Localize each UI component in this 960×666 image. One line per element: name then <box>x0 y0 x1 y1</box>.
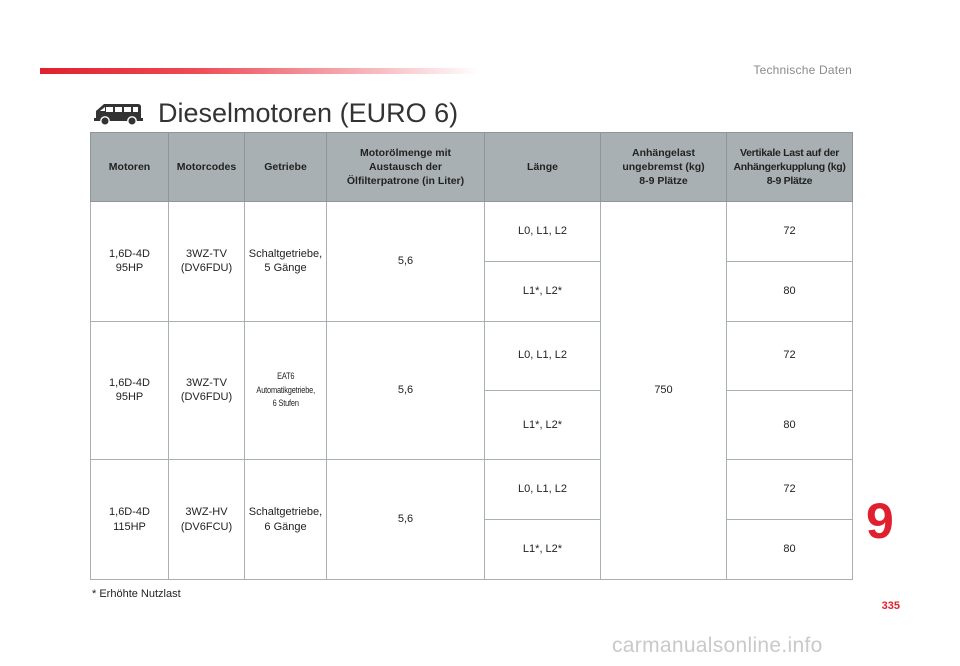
cell-anhaengelast: 750 <box>600 201 727 580</box>
cell-getriebe: EAT6 Automatikgetriebe, 6 Stufen <box>244 320 327 461</box>
cell-line: 6 Stufen <box>272 398 299 409</box>
cell-line: EAT6 <box>276 371 295 382</box>
header-line: 8-9 Plätze <box>766 175 813 188</box>
cell-line: 95HP <box>115 391 144 404</box>
cell-line: Automatikgetriebe, <box>256 384 315 395</box>
cell-motor: 1,6D-4D 115HP <box>90 459 169 580</box>
cell-line: 6 Gänge <box>264 520 307 533</box>
cell-line: (DV6FDU) <box>180 262 233 275</box>
cell-oelmenge: 5,6 <box>326 320 485 461</box>
page-number: 335 <box>881 600 900 612</box>
cell-line: 1,6D-4D <box>109 505 150 518</box>
table-row: L1*, L2* 80 <box>91 519 853 580</box>
cell-laenge: L1*, L2* <box>484 260 601 322</box>
header-accent-bar <box>40 68 480 74</box>
cell-motor: 1,6D-4D 95HP <box>90 201 169 322</box>
section-label: Technische Daten <box>753 63 852 77</box>
col-header-oelmenge: Motorölmenge mit Austausch der Ölfilterp… <box>326 132 485 202</box>
cell-line: 115HP <box>113 520 146 533</box>
col-header-getriebe: Getriebe <box>244 132 327 202</box>
chapter-number: 9 <box>866 493 894 549</box>
header-line: 8-9 Plätze <box>639 175 688 188</box>
header-line: Motorölmenge mit <box>360 146 451 159</box>
col-header-motoren: Motoren <box>90 132 169 202</box>
cell-getriebe: Schaltgetriebe, 6 Gänge <box>244 459 327 580</box>
van-icon <box>94 104 143 126</box>
cell-oelmenge: 5,6 <box>326 459 485 580</box>
col-header-vertikale-last: Vertikale Last auf der Anhängerkupplung … <box>726 132 853 202</box>
cell-motor: 1,6D-4D 95HP <box>90 320 169 461</box>
cell-line: 3WZ-HV <box>185 505 228 518</box>
header-line: Anhängelast <box>631 146 695 159</box>
cell-laenge: L0, L1, L2 <box>484 320 601 391</box>
cell-laenge: L1*, L2* <box>484 519 601 580</box>
cell-line: 1,6D-4D <box>109 247 150 260</box>
cell-line: 3WZ-TV <box>186 376 227 389</box>
cell-line: 1,6D-4D <box>109 376 150 389</box>
cell-vertikale-last: 80 <box>726 389 853 461</box>
cell-motorcode: 3WZ-HV (DV6FCU) <box>168 459 245 580</box>
cell-line: 5 Gänge <box>264 262 307 275</box>
diesel-engine-spec-table: Motoren Motorcodes Getriebe Motorölmenge… <box>90 132 853 580</box>
cell-line: Schaltgetriebe, <box>248 247 323 260</box>
cell-line: 95HP <box>115 262 144 275</box>
cell-laenge: L0, L1, L2 <box>484 201 601 262</box>
page-heading: Dieselmotoren (EURO 6) <box>92 96 458 130</box>
cell-vertikale-last: 72 <box>726 320 853 391</box>
cell-laenge: L0, L1, L2 <box>484 459 601 521</box>
header-line: Ölfilterpatrone (in Liter) <box>346 175 465 188</box>
table-header-row: Motoren Motorcodes Getriebe Motorölmenge… <box>90 132 853 202</box>
table-row: L1*, L2* 80 <box>91 260 853 322</box>
cell-line: Schaltgetriebe, <box>248 505 323 518</box>
col-header-anhaengelast: Anhängelast ungebremst (kg) 8-9 Plätze <box>600 132 727 202</box>
header-line: Vertikale Last auf der <box>739 146 840 159</box>
cell-motorcode: 3WZ-TV (DV6FDU) <box>168 201 245 322</box>
cell-vertikale-last: 80 <box>726 260 853 322</box>
table-row: 1,6D-4D 95HP 3WZ-TV (DV6FDU) EAT6 Automa… <box>90 320 853 461</box>
cell-line: (DV6FCU) <box>180 520 233 533</box>
header-line: Anhängerkupplung (kg) <box>733 160 846 173</box>
header-line: Austausch der <box>369 160 442 173</box>
cell-getriebe: Schaltgetriebe, 5 Gänge <box>244 201 327 322</box>
header-line: ungebremst (kg) <box>622 160 705 173</box>
col-header-laenge: Länge <box>484 132 601 202</box>
table-row: 1,6D-4D 95HP 3WZ-TV (DV6FDU) Schaltgetri… <box>90 201 853 580</box>
footnote: * Erhöhte Nutzlast <box>92 588 181 600</box>
cell-line: (DV6FDU) <box>180 391 233 404</box>
cell-motorcode: 3WZ-TV (DV6FDU) <box>168 320 245 461</box>
col-header-motorcodes: Motorcodes <box>168 132 245 202</box>
cell-line: 3WZ-TV <box>186 247 227 260</box>
table-row: L1*, L2* 80 <box>91 389 853 461</box>
watermark: carmanualsonline.info <box>612 634 823 657</box>
cell-laenge: L1*, L2* <box>484 389 601 461</box>
cell-oelmenge: 5,6 <box>326 201 485 322</box>
cell-getriebe-text: EAT6 Automatikgetriebe, 6 Stufen <box>256 370 315 411</box>
page-title: Dieselmotoren (EURO 6) <box>158 97 459 128</box>
cell-vertikale-last: 72 <box>726 459 853 521</box>
table-row: 1,6D-4D 115HP 3WZ-HV (DV6FCU) Schaltgetr… <box>90 459 853 580</box>
cell-vertikale-last: 80 <box>726 519 853 580</box>
cell-vertikale-last: 72 <box>726 201 853 262</box>
